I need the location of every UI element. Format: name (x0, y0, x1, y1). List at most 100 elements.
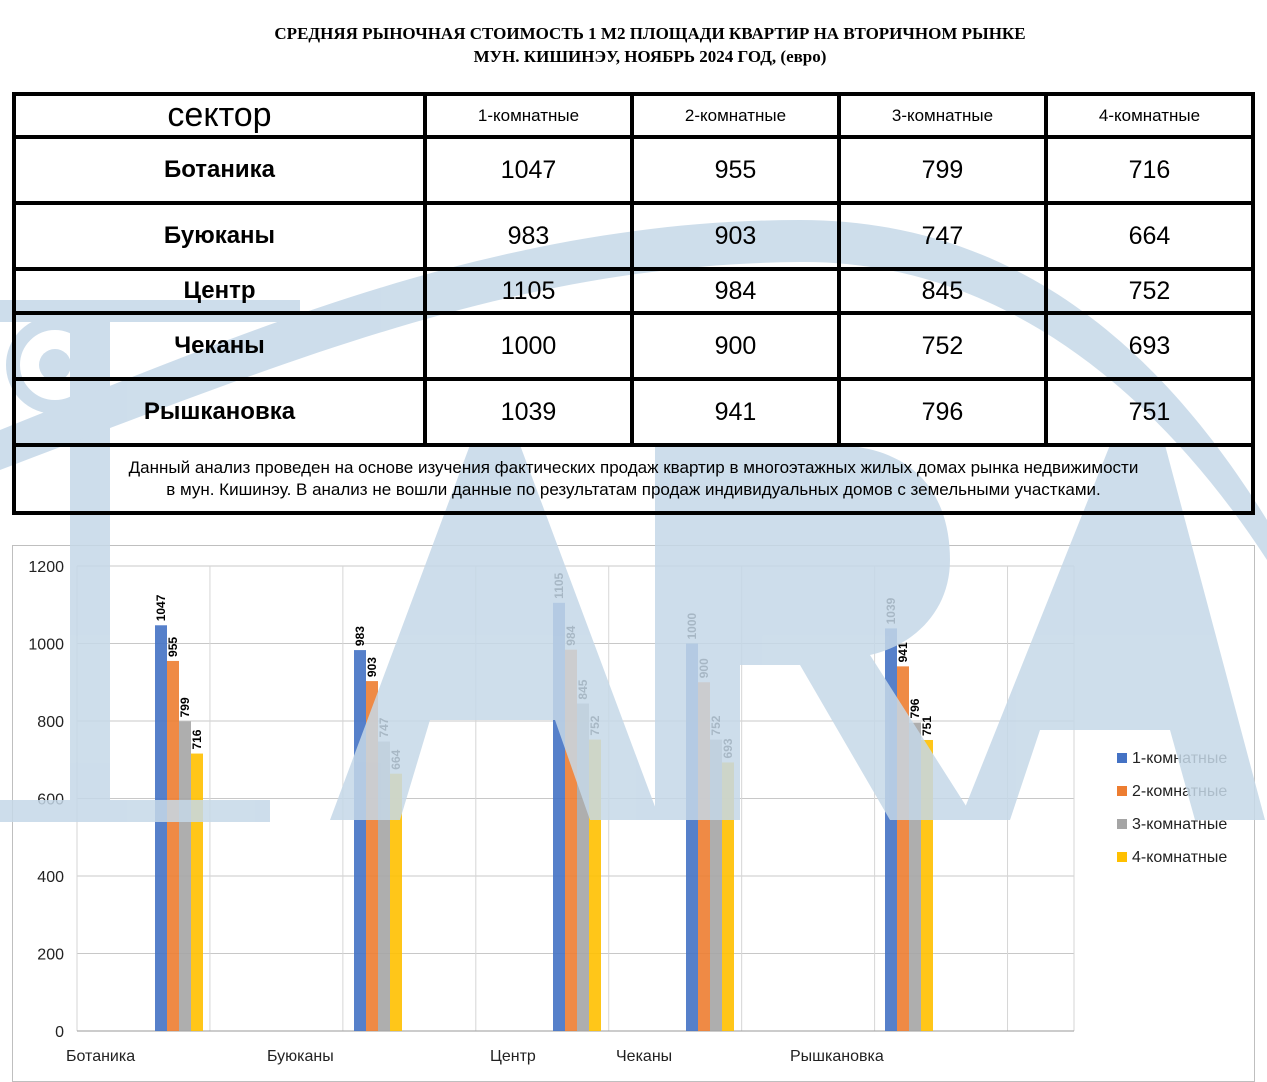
sector-name: Чеканы (12, 311, 427, 381)
bar (378, 741, 390, 1031)
legend-swatch (1117, 753, 1127, 763)
y-tick-label: 1000 (28, 637, 64, 654)
data-label: 716 (190, 729, 204, 749)
table-row: Ботаника 1047 955 799 716 (12, 135, 1256, 205)
header-3-room: 3-комнатные (836, 92, 1048, 139)
data-label: 984 (564, 625, 578, 645)
y-tick-label: 0 (55, 1024, 64, 1041)
document-title: СРЕДНЯЯ РЫНОЧНАЯ СТОИМОСТЬ 1 М2 ПЛОЩАДИ … (0, 22, 1267, 68)
data-label: 1039 (884, 597, 898, 624)
price-cell: 751 (1043, 377, 1256, 447)
y-tick-label: 200 (37, 947, 64, 964)
bar (155, 625, 167, 1031)
legend-label: 3-комнатные (1132, 816, 1227, 833)
bar (553, 602, 565, 1031)
data-label: 941 (896, 642, 910, 662)
sector-name: Рышкановка (12, 377, 427, 447)
price-cell: 747 (836, 201, 1048, 271)
bar (686, 643, 698, 1031)
bar (897, 666, 909, 1031)
price-cell: 955 (629, 135, 841, 205)
data-label: 796 (908, 698, 922, 718)
legend-swatch (1117, 852, 1127, 862)
y-tick-label: 400 (37, 869, 64, 886)
price-cell: 941 (629, 377, 841, 447)
legend-swatch (1117, 786, 1127, 796)
note-line-1: Данный анализ проведен на основе изучени… (128, 458, 1139, 477)
data-label: 751 (920, 716, 934, 736)
bar (909, 722, 921, 1031)
bar (167, 660, 179, 1031)
bar (191, 753, 203, 1031)
data-label: 693 (721, 738, 735, 758)
data-label: 845 (576, 679, 590, 699)
x-tick-label: Рышкановка (790, 1048, 884, 1065)
y-tick-label: 1200 (28, 559, 64, 576)
bar (921, 739, 933, 1031)
legend-label: 1-комнатные (1132, 750, 1227, 767)
data-label: 900 (697, 658, 711, 678)
price-cell: 1000 (423, 311, 634, 381)
header-sector: сектор (12, 92, 427, 139)
bar (589, 739, 601, 1031)
x-tick-label: Центр (490, 1048, 536, 1065)
note-line-2: в мун. Кишинэу. В анализ не вошли данные… (166, 480, 1101, 499)
price-cell: 984 (629, 267, 841, 315)
data-label: 664 (389, 749, 403, 769)
sector-name: Ботаника (12, 135, 427, 205)
price-cell: 903 (629, 201, 841, 271)
bar (565, 649, 577, 1031)
price-cell: 900 (629, 311, 841, 381)
price-cell: 845 (836, 267, 1048, 315)
data-label: 983 (353, 626, 367, 646)
header-2-room: 2-комнатные (629, 92, 841, 139)
header-4-room: 4-комнатные (1043, 92, 1256, 139)
x-tick-label: Буюканы (267, 1048, 334, 1065)
price-table: сектор 1-комнатные 2-комнатные 3-комнатн… (12, 92, 1256, 515)
price-cell: 1047 (423, 135, 634, 205)
data-label: 799 (178, 697, 192, 717)
data-label: 752 (709, 715, 723, 735)
title-line-1: СРЕДНЯЯ РЫНОЧНАЯ СТОИМОСТЬ 1 М2 ПЛОЩАДИ … (274, 24, 1026, 43)
legend-swatch (1117, 819, 1127, 829)
x-tick-label: Ботаника (66, 1048, 135, 1065)
data-label: 1047 (154, 594, 168, 621)
bar (577, 703, 589, 1031)
table-row: Рышкановка 1039 941 796 751 (12, 377, 1256, 447)
sector-name: Буюканы (12, 201, 427, 271)
table-row: Центр 1105 984 845 752 (12, 267, 1256, 315)
price-cell: 1039 (423, 377, 634, 447)
bar (722, 762, 734, 1031)
legend-label: 2-комнатные (1132, 783, 1227, 800)
bar (885, 628, 897, 1031)
price-cell: 799 (836, 135, 1048, 205)
price-cell: 1105 (423, 267, 634, 315)
price-cell: 664 (1043, 201, 1256, 271)
legend-label: 4-комнатные (1132, 849, 1227, 866)
price-cell: 752 (836, 311, 1048, 381)
data-label: 1105 (552, 572, 566, 598)
price-cell: 693 (1043, 311, 1256, 381)
price-cell: 716 (1043, 135, 1256, 205)
x-tick-label: Чеканы (616, 1048, 672, 1065)
price-cell: 983 (423, 201, 634, 271)
price-cell: 796 (836, 377, 1048, 447)
bar (354, 650, 366, 1031)
table-row: Буюканы 983 903 747 664 (12, 201, 1256, 271)
bar (710, 739, 722, 1031)
bar (179, 721, 191, 1031)
bar-chart: 0 200 400 600 800 1000 1200 1047 955 799 716 Ботани… (28, 559, 1227, 1065)
title-line-2: МУН. КИШИНЭУ, НОЯБРЬ 2024 ГОД, (евро) (473, 47, 827, 66)
data-label: 1000 (685, 612, 699, 639)
y-tick-label: 600 (37, 792, 64, 809)
table-header-row: сектор 1-комнатные 2-комнатные 3-комнатн… (12, 92, 1256, 139)
sector-name: Центр (12, 267, 427, 315)
price-cell: 752 (1043, 267, 1256, 315)
data-label: 752 (588, 715, 602, 735)
bar (390, 773, 402, 1031)
table-note-row: Данный анализ проведен на основе изучени… (12, 443, 1255, 515)
table-row: Чеканы 1000 900 752 693 (12, 311, 1256, 381)
data-label: 903 (365, 657, 379, 677)
header-1-room: 1-комнатные (423, 92, 634, 139)
y-tick-label: 800 (37, 714, 64, 731)
